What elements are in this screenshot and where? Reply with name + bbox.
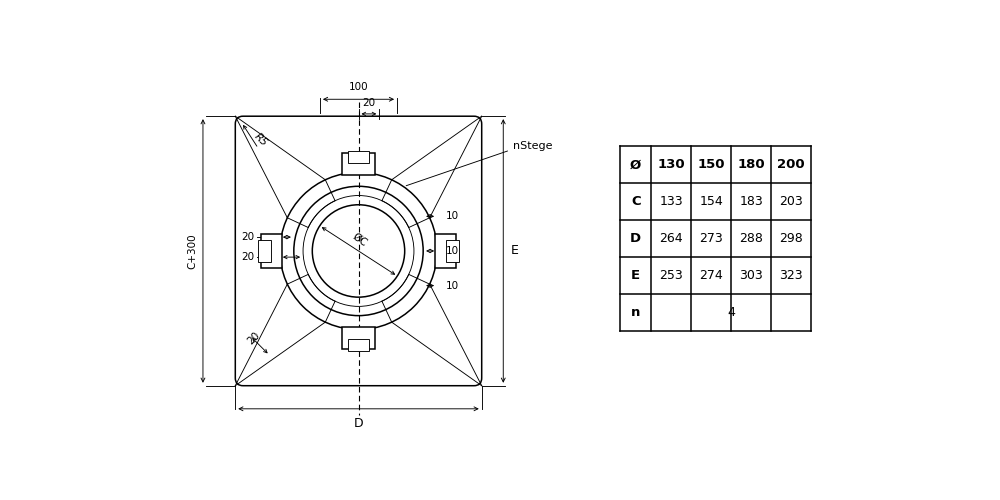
Bar (342, 153, 375, 174)
Text: 303: 303 (739, 269, 763, 282)
Text: 298: 298 (779, 232, 803, 245)
Text: 130: 130 (657, 158, 685, 171)
Text: 264: 264 (659, 232, 683, 245)
Text: 20: 20 (241, 232, 255, 242)
Text: 10: 10 (446, 212, 459, 222)
Text: 4: 4 (727, 306, 735, 319)
Text: 20: 20 (362, 98, 375, 108)
Text: 100: 100 (349, 82, 368, 92)
Text: 133: 133 (659, 195, 683, 208)
Bar (342, 328, 375, 349)
Text: Ø: Ø (630, 158, 641, 171)
Text: D: D (630, 232, 641, 245)
Text: E: E (631, 269, 640, 282)
Text: 200: 200 (777, 158, 805, 171)
Bar (258, 240, 271, 262)
Bar (435, 234, 456, 268)
Text: 183: 183 (739, 195, 763, 208)
Text: C+300: C+300 (187, 233, 197, 269)
Text: 154: 154 (699, 195, 723, 208)
Bar (261, 234, 282, 268)
Text: E: E (511, 244, 519, 258)
Text: ØC: ØC (351, 232, 369, 249)
Text: 273: 273 (699, 232, 723, 245)
Text: 253: 253 (659, 269, 683, 282)
Text: 180: 180 (737, 158, 765, 171)
Text: 10: 10 (446, 246, 459, 256)
Text: 288: 288 (739, 232, 763, 245)
Text: 20: 20 (241, 252, 255, 262)
Text: 323: 323 (779, 269, 803, 282)
Text: R5: R5 (252, 131, 269, 148)
Text: C: C (631, 195, 641, 208)
Text: 20: 20 (246, 330, 262, 346)
Text: 10: 10 (446, 280, 459, 290)
Text: 203: 203 (779, 195, 803, 208)
Text: n: n (631, 306, 640, 319)
Text: 274: 274 (699, 269, 723, 282)
Bar (348, 151, 369, 163)
Text: 150: 150 (697, 158, 725, 171)
FancyBboxPatch shape (235, 116, 482, 386)
Bar (446, 240, 459, 262)
Text: D: D (354, 416, 363, 430)
Bar (348, 338, 369, 351)
Text: nStege: nStege (512, 141, 552, 151)
